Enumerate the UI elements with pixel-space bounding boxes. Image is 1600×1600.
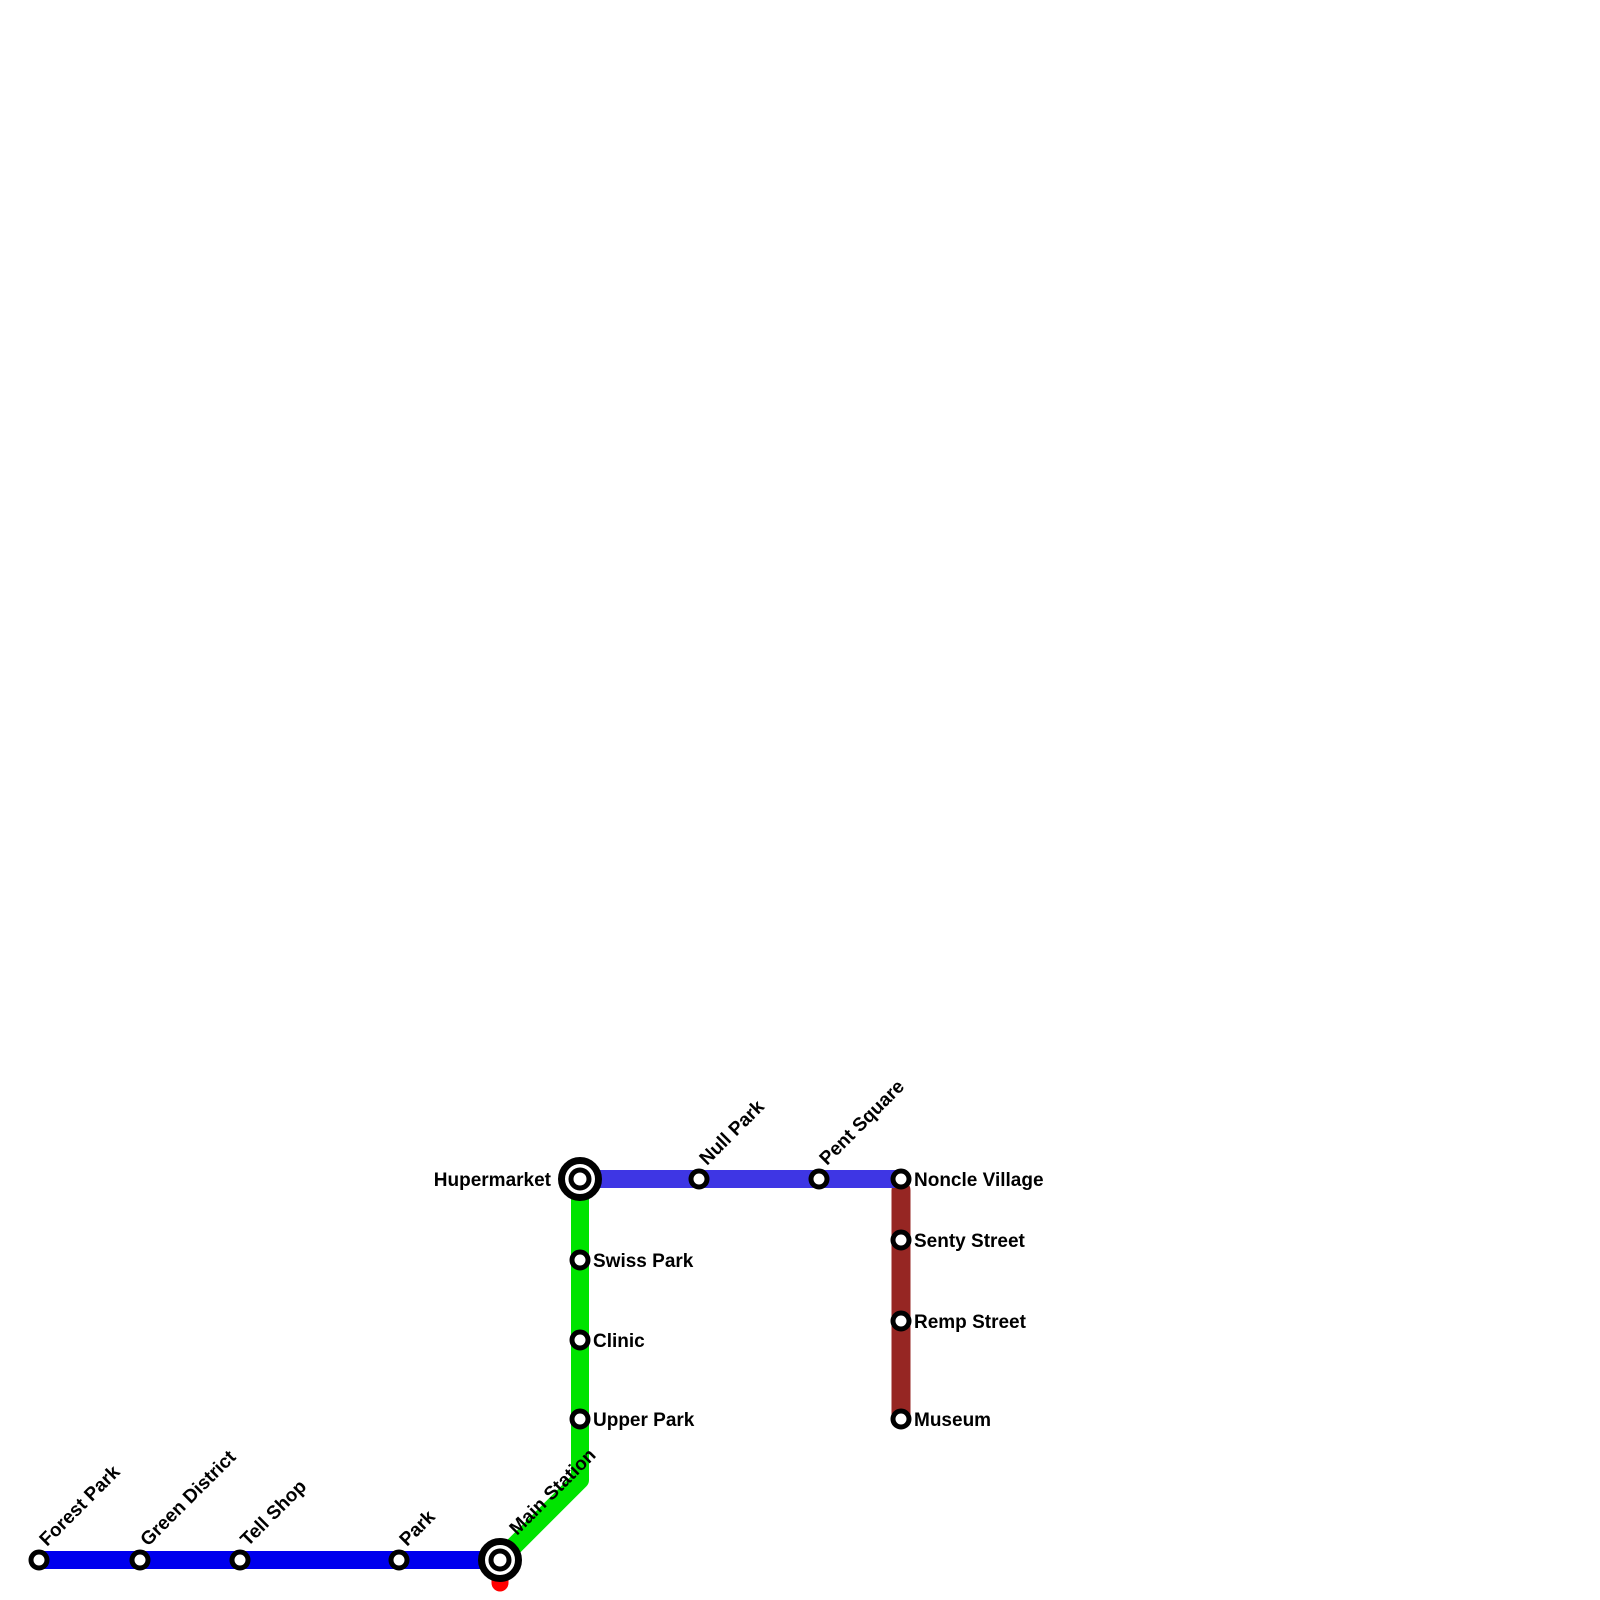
station-senty-street[interactable]: Senty Street	[890, 1229, 1026, 1252]
station-marker	[388, 1549, 410, 1571]
station-marker	[808, 1168, 830, 1190]
station-label-noncle-village: Noncle Village	[914, 1170, 1044, 1191]
station-label-green-district: Green District	[137, 1446, 241, 1550]
station-green-district[interactable]: Green District	[129, 1446, 241, 1571]
station-label-tell-shop: Tell Shop	[237, 1476, 311, 1550]
station-label-null-park: Null Park	[696, 1096, 769, 1169]
station-noncle-village[interactable]: Noncle Village	[890, 1168, 1044, 1191]
green-line	[493, 1179, 589, 1567]
station-marker	[890, 1408, 912, 1430]
interchange-marker-inner-ring	[488, 1548, 512, 1572]
station-marker	[229, 1549, 251, 1571]
station-label-clinic: Clinic	[593, 1331, 645, 1352]
station-label-museum: Museum	[914, 1410, 991, 1431]
station-hupermarket[interactable]: Hupermarket	[434, 1157, 602, 1201]
station-label-forest-park: Forest Park	[36, 1461, 125, 1550]
station-marker	[129, 1549, 151, 1571]
station-main-station[interactable]: Main Station	[478, 1445, 601, 1582]
interchange-marker-inner-ring	[568, 1167, 592, 1191]
station-marker	[890, 1229, 912, 1251]
station-label-pent-square: Pent Square	[816, 1076, 909, 1169]
station-label-swiss-park: Swiss Park	[593, 1251, 694, 1272]
station-label-remp-street: Remp Street	[914, 1312, 1027, 1333]
station-clinic[interactable]: Clinic	[569, 1329, 645, 1352]
station-label-upper-park: Upper Park	[593, 1410, 695, 1431]
station-remp-street[interactable]: Remp Street	[890, 1310, 1027, 1333]
station-marker	[688, 1168, 710, 1190]
station-label-senty-street: Senty Street	[914, 1231, 1026, 1252]
station-marker	[890, 1310, 912, 1332]
station-swiss-park[interactable]: Swiss Park	[569, 1249, 694, 1272]
station-museum[interactable]: Museum	[890, 1408, 991, 1431]
station-upper-park[interactable]: Upper Park	[569, 1408, 695, 1431]
station-label-park: Park	[396, 1506, 440, 1550]
station-marker	[569, 1249, 591, 1271]
station-marker	[569, 1408, 591, 1430]
station-label-main-station: Main Station	[506, 1445, 601, 1540]
station-marker	[28, 1549, 50, 1571]
station-label-hupermarket: Hupermarket	[434, 1170, 552, 1191]
station-marker	[569, 1329, 591, 1351]
station-marker	[890, 1168, 912, 1190]
